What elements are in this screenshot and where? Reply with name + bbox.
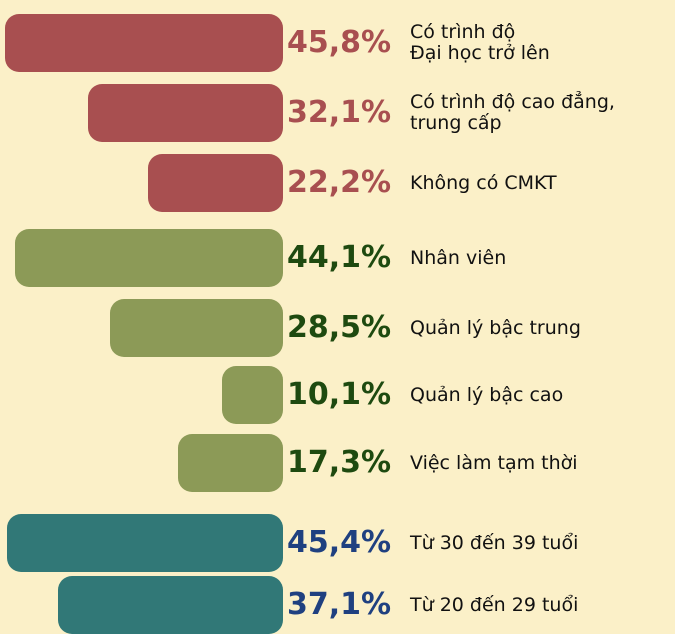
value-label: 45,8% bbox=[287, 25, 392, 60]
category-label: Từ 30 đến 39 tuổi bbox=[410, 531, 579, 554]
bar bbox=[221, 366, 283, 424]
value-label: 37,1% bbox=[287, 587, 392, 622]
bar bbox=[57, 576, 283, 634]
category-label: Việc làm tạm thời bbox=[410, 451, 578, 474]
category-label: Có trình độ Đại học trở lên bbox=[410, 21, 550, 64]
bar bbox=[88, 84, 283, 142]
category-label: Nhân viên bbox=[410, 246, 507, 269]
category-label: Từ 20 đến 29 tuổi bbox=[410, 593, 579, 616]
bar bbox=[7, 514, 283, 572]
bar bbox=[5, 14, 283, 72]
value-label: 32,1% bbox=[287, 95, 392, 130]
value-label: 44,1% bbox=[287, 240, 392, 275]
bar bbox=[177, 434, 283, 492]
value-label: 10,1% bbox=[287, 377, 392, 412]
bar bbox=[15, 229, 283, 287]
category-label: Quản lý bậc trung bbox=[410, 316, 581, 339]
category-label: Quản lý bậc cao bbox=[410, 383, 564, 406]
bar bbox=[148, 154, 283, 212]
value-label: 17,3% bbox=[287, 445, 392, 480]
value-label: 45,4% bbox=[287, 525, 392, 560]
bar bbox=[110, 299, 283, 357]
value-label: 22,2% bbox=[287, 165, 392, 200]
value-label: 28,5% bbox=[287, 310, 392, 345]
category-label: Có trình độ cao đẳng, trung cấp bbox=[410, 91, 615, 134]
category-label: Không có CMKT bbox=[410, 171, 557, 194]
